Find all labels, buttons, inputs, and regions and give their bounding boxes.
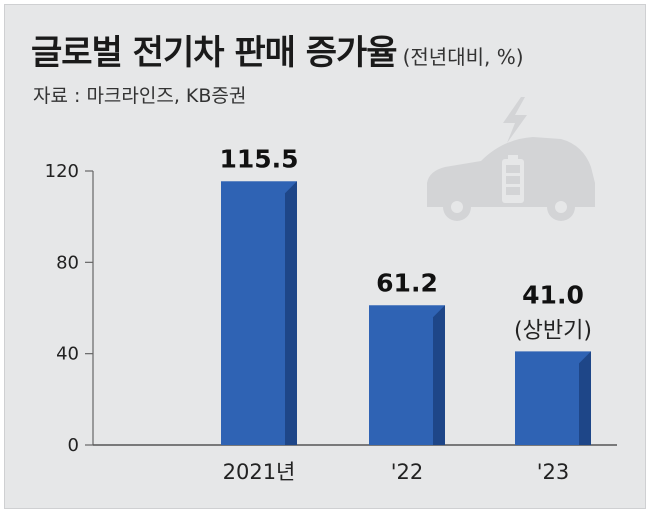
bar-value-label: 41.0 (522, 280, 584, 309)
electric-car-charging-icon (427, 97, 595, 221)
bar-labels: 115.5 2021년 61.2 '22 41.0 (상반기) '23 (219, 144, 591, 484)
y-tick-label: 120 (45, 161, 79, 182)
bar-chart: 0 40 80 120 115.5 2021년 61.2 '22 41.0 (상반기) '23 (45, 97, 617, 484)
bar-side (285, 181, 297, 445)
bar-front (515, 351, 591, 445)
bar-side (433, 305, 445, 445)
y-tick-label: 0 (68, 435, 79, 456)
chart-title: 글로벌 전기차 판매 증가율 (전년대비, %) (31, 25, 524, 74)
x-category-label: '22 (391, 460, 424, 484)
bar-front (369, 305, 445, 445)
x-category-label: '23 (537, 460, 570, 484)
bar-annotation: (상반기) (514, 318, 592, 343)
bar-value-label: 61.2 (376, 268, 438, 297)
bar-'23 (515, 351, 591, 445)
x-category-label: 2021년 (223, 460, 296, 484)
y-tick-label: 40 (56, 344, 79, 365)
bar-front (221, 181, 297, 445)
bar-value-label: 115.5 (219, 144, 298, 173)
bar-2021년 (221, 181, 297, 445)
chart-title-text: 글로벌 전기차 판매 증가율 (31, 33, 398, 73)
bar-'22 (369, 305, 445, 445)
bars (221, 181, 591, 445)
chart-source: 자료 : 마크라인즈, KB증권 (33, 85, 247, 107)
bar-side (579, 351, 591, 445)
chart-unit: (전년대비, %) (402, 45, 524, 69)
y-axis-ticks: 0 40 80 120 (45, 161, 93, 456)
chart-panel: 글로벌 전기차 판매 증가율 (전년대비, %) 자료 : 마크라인즈, KB증권… (4, 4, 646, 509)
y-tick-label: 80 (56, 252, 79, 273)
